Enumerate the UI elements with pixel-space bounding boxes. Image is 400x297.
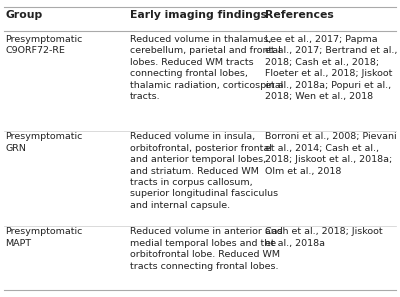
- Text: Cash et al., 2018; Jiskoot
et al., 2018a: Cash et al., 2018; Jiskoot et al., 2018a: [265, 227, 383, 248]
- Text: Group: Group: [5, 10, 42, 20]
- Text: Reduced volume in thalamus,
cerebellum, parietal and frontal
lobes. Reduced WM t: Reduced volume in thalamus, cerebellum, …: [130, 35, 283, 101]
- Text: Presymptomatic
GRN: Presymptomatic GRN: [5, 132, 82, 153]
- Text: Lee et al., 2017; Papma
et al., 2017; Bertrand et al.,
2018; Cash et al., 2018;
: Lee et al., 2017; Papma et al., 2017; Be…: [265, 35, 398, 101]
- Text: Borroni et al., 2008; Pievani
et al., 2014; Cash et al.,
2018; Jiskoot et al., 2: Borroni et al., 2008; Pievani et al., 20…: [265, 132, 397, 176]
- Text: Presymptomatic
MAPT: Presymptomatic MAPT: [5, 227, 82, 248]
- Text: Reduced volume in insula,
orbitofrontal, posterior frontal
and anterior temporal: Reduced volume in insula, orbitofrontal,…: [130, 132, 278, 210]
- Text: References: References: [265, 10, 334, 20]
- Text: Reduced volume in anterior and
medial temporal lobes and the
orbitofrontal lobe.: Reduced volume in anterior and medial te…: [130, 227, 283, 271]
- Text: Presymptomatic
C9ORF72-RE: Presymptomatic C9ORF72-RE: [5, 35, 82, 56]
- Text: Early imaging findings: Early imaging findings: [130, 10, 267, 20]
